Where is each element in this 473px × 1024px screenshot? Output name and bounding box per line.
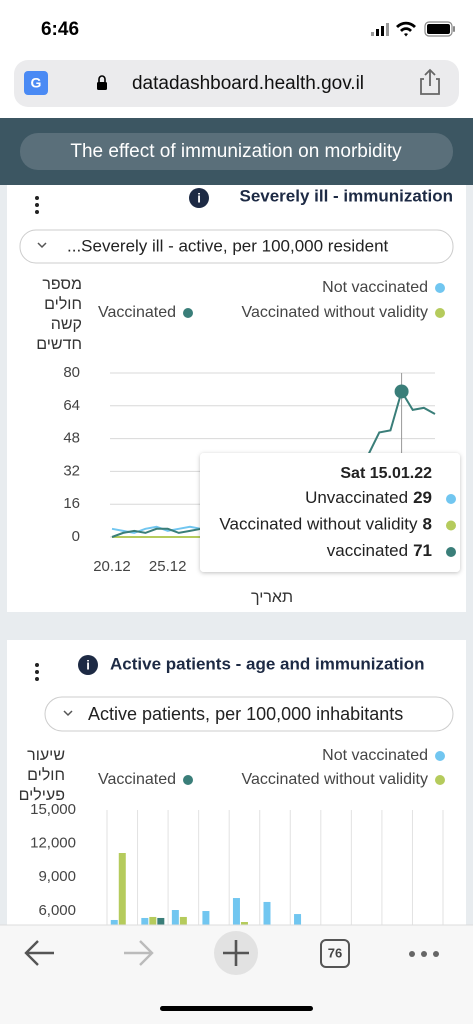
y-tick-label: 9,000 xyxy=(38,868,76,885)
y-tick-label: 48 xyxy=(63,430,80,447)
status-icons xyxy=(371,21,455,37)
url[interactable]: datadashboard.health.gov.il xyxy=(132,73,364,94)
y-axis-label: חדשים xyxy=(36,336,82,353)
tooltip xyxy=(200,453,460,572)
chevron xyxy=(37,242,47,249)
legend-label: Vaccinated without validity xyxy=(242,304,428,321)
legend-marker xyxy=(435,775,445,785)
legend-label: Vaccinated without validity xyxy=(242,771,428,788)
share-icon[interactable] xyxy=(420,68,440,95)
info-glyph: i xyxy=(197,190,201,205)
x-tick-label: 20.12 xyxy=(93,558,131,575)
legend-label: Vaccinated xyxy=(98,304,176,321)
legend-marker xyxy=(435,308,445,318)
clock: 6:46 xyxy=(41,19,79,40)
dropdown-label: ...Severely ill - active, per 100,000 re… xyxy=(67,236,389,255)
kebab-menu[interactable] xyxy=(35,196,39,214)
tooltip-marker xyxy=(446,547,456,557)
y-tick-label: 16 xyxy=(63,495,80,512)
info-icon[interactable] xyxy=(78,655,98,675)
tooltip-label: Unvaccinated xyxy=(305,488,408,507)
lock-icon xyxy=(97,75,107,90)
tooltip-marker xyxy=(446,494,456,504)
header-title: The effect of immunization on morbidity xyxy=(70,141,402,162)
y-axis-label: חולים xyxy=(44,295,82,313)
header-pill xyxy=(20,133,453,170)
x-axis-label: תאריך xyxy=(251,589,293,606)
y-axis-label: קשה xyxy=(51,316,82,333)
y-tick-label: 80 xyxy=(63,364,80,381)
x-tick-label: 25.12 xyxy=(149,558,187,575)
tooltip-row: Unvaccinated 29 xyxy=(305,488,432,507)
tab-count: 76 xyxy=(328,945,342,960)
y-tick-label: 32 xyxy=(63,462,80,479)
tabs-button[interactable] xyxy=(320,939,350,968)
y-axis-label: מספר xyxy=(42,276,82,293)
card xyxy=(7,640,466,940)
y-tick-label: 12,000 xyxy=(30,835,76,852)
bar xyxy=(118,853,126,978)
y-axis-label: פעילים xyxy=(19,786,65,804)
forward-button[interactable] xyxy=(124,940,154,966)
card-title: Severely ill - immunization xyxy=(239,186,453,205)
dropdown-label: Active patients, per 100,000 inhabitants xyxy=(88,704,403,724)
tooltip-value: 29 xyxy=(413,488,432,507)
info-icon[interactable] xyxy=(189,188,209,208)
kebab-menu[interactable] xyxy=(35,663,39,681)
tooltip-row: vaccinated 71 xyxy=(327,541,432,560)
tooltip-label: vaccinated xyxy=(327,541,408,560)
translate-glyph: G xyxy=(31,75,42,91)
info-glyph: i xyxy=(86,657,90,672)
legend-label: Not vaccinated xyxy=(322,279,428,296)
translate-icon[interactable] xyxy=(24,71,48,95)
dropdown[interactable] xyxy=(44,696,454,732)
hover-point xyxy=(394,384,409,399)
home-indicator xyxy=(160,1006,313,1011)
more-button[interactable] xyxy=(409,951,439,957)
y-tick-label: 64 xyxy=(63,397,80,414)
tooltip-row: Vaccinated without validity 8 xyxy=(219,515,432,534)
dropdown[interactable] xyxy=(19,229,454,264)
legend-marker xyxy=(183,775,193,785)
plus-glyph xyxy=(223,940,249,966)
legend-marker xyxy=(435,283,445,293)
legend-label: Vaccinated xyxy=(98,771,176,788)
card-title: Active patients - age and immunization xyxy=(110,654,425,673)
tooltip-title: Sat 15.01.22 xyxy=(340,465,432,482)
tooltip-value: 8 xyxy=(423,515,432,534)
tooltip-label: Vaccinated without validity xyxy=(219,515,418,534)
legend-marker xyxy=(435,751,445,761)
url-bar[interactable] xyxy=(14,60,459,107)
chevron xyxy=(63,710,73,717)
y-tick-label: 6,000 xyxy=(38,902,76,919)
y-tick-label: 15,000 xyxy=(30,801,76,818)
back-button[interactable] xyxy=(24,940,54,966)
legend-marker xyxy=(183,308,193,318)
y-axis-label: חולים xyxy=(27,766,65,784)
y-axis-label: שיעור xyxy=(27,747,65,764)
tooltip-marker xyxy=(446,520,456,531)
y-tick-label: 0 xyxy=(72,528,80,545)
legend-label: Not vaccinated xyxy=(322,747,428,764)
tooltip-value: 71 xyxy=(413,541,432,560)
